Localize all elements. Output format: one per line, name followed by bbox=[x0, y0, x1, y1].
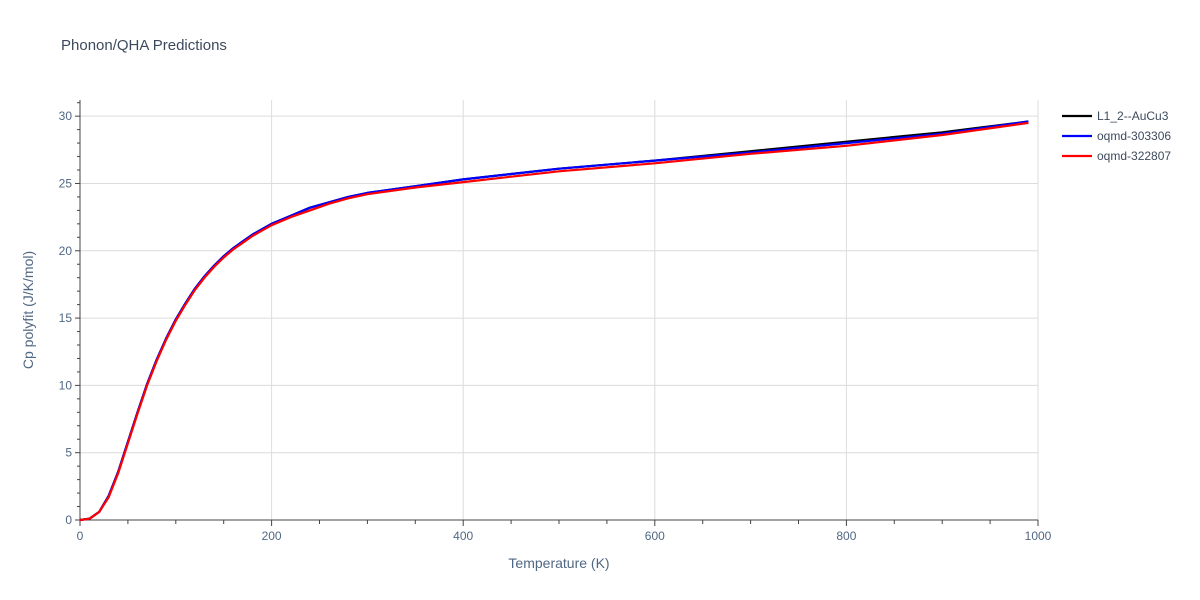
grid-layer bbox=[80, 100, 1039, 520]
series-layer bbox=[79, 120, 1029, 522]
y-tick-label: 5 bbox=[65, 446, 72, 460]
x-tick-label: 600 bbox=[645, 529, 665, 543]
x-tick-label: 800 bbox=[836, 529, 856, 543]
series-line-2 bbox=[79, 120, 1029, 522]
legend-label: oqmd-322807 bbox=[1097, 149, 1171, 163]
y-axis-title: Cp polyfit (J/K/mol) bbox=[20, 251, 36, 369]
y-tick-label: 25 bbox=[59, 176, 73, 190]
x-tick-label: 400 bbox=[453, 529, 473, 543]
legend-label: L1_2--AuCu3 bbox=[1097, 109, 1169, 123]
legend: L1_2--AuCu3 oqmd-303306 oqmd-322807 bbox=[1062, 109, 1171, 163]
legend-item[interactable]: oqmd-303306 bbox=[1062, 129, 1171, 143]
x-tick-label: 200 bbox=[262, 529, 282, 543]
series-line-3 bbox=[79, 121, 1029, 522]
y-tick-label: 0 bbox=[65, 513, 72, 527]
legend-item[interactable]: L1_2--AuCu3 bbox=[1062, 109, 1169, 123]
legend-label: oqmd-303306 bbox=[1097, 129, 1171, 143]
x-tick-label: 1000 bbox=[1025, 529, 1052, 543]
y-tick-label: 10 bbox=[59, 378, 73, 392]
x-axis-title: Temperature (K) bbox=[508, 555, 609, 571]
axis-layer: 0 200 400 600 800 1000 0 5 10 15 20 25 30 bbox=[59, 100, 1052, 543]
y-tick-label: 15 bbox=[59, 311, 73, 325]
y-tick-label: 20 bbox=[59, 244, 73, 258]
y-tick-label: 30 bbox=[59, 109, 73, 123]
series-line-1 bbox=[79, 120, 1029, 522]
legend-item[interactable]: oqmd-322807 bbox=[1062, 149, 1171, 163]
chart-title: Phonon/QHA Predictions bbox=[61, 37, 227, 54]
x-tick-label: 0 bbox=[77, 529, 84, 543]
